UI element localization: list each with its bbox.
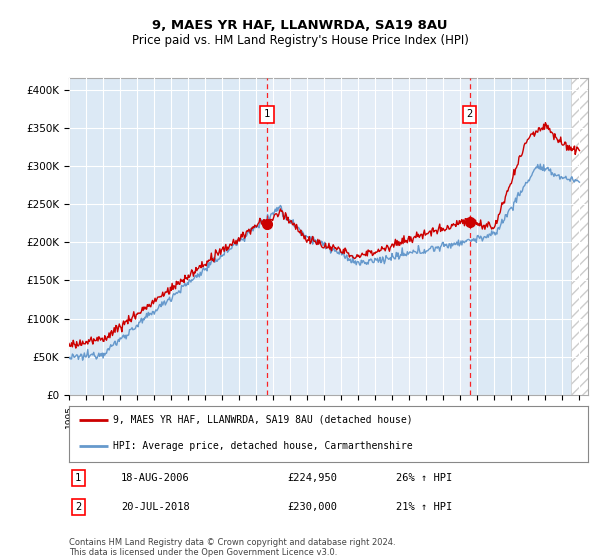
Text: 20-JUL-2018: 20-JUL-2018 xyxy=(121,502,190,512)
Text: Contains HM Land Registry data © Crown copyright and database right 2024.
This d: Contains HM Land Registry data © Crown c… xyxy=(69,538,395,557)
Text: 21% ↑ HPI: 21% ↑ HPI xyxy=(396,502,452,512)
Text: 9, MAES YR HAF, LLANWRDA, SA19 8AU (detached house): 9, MAES YR HAF, LLANWRDA, SA19 8AU (deta… xyxy=(113,415,413,425)
Bar xyxy=(267,78,470,395)
Text: 2: 2 xyxy=(75,502,82,512)
Bar xyxy=(571,78,588,395)
Text: 26% ↑ HPI: 26% ↑ HPI xyxy=(396,473,452,483)
Text: Price paid vs. HM Land Registry's House Price Index (HPI): Price paid vs. HM Land Registry's House … xyxy=(131,34,469,47)
Text: 18-AUG-2006: 18-AUG-2006 xyxy=(121,473,190,483)
Text: HPI: Average price, detached house, Carmarthenshire: HPI: Average price, detached house, Carm… xyxy=(113,441,413,451)
Text: 9, MAES YR HAF, LLANWRDA, SA19 8AU: 9, MAES YR HAF, LLANWRDA, SA19 8AU xyxy=(152,18,448,32)
Text: £230,000: £230,000 xyxy=(287,502,337,512)
Text: 2: 2 xyxy=(466,109,473,119)
Text: £224,950: £224,950 xyxy=(287,473,337,483)
Text: 1: 1 xyxy=(263,109,270,119)
Text: 1: 1 xyxy=(75,473,82,483)
